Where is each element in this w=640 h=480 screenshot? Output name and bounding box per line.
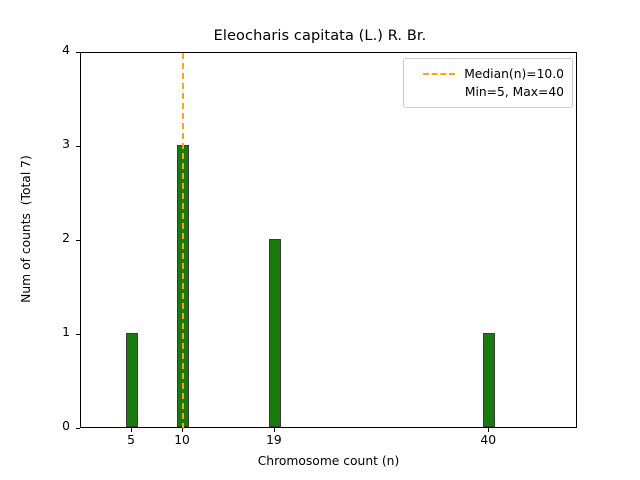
x-tick-label: 10 <box>174 433 190 447</box>
y-tick-mark <box>76 146 80 148</box>
bar <box>482 333 496 427</box>
legend-entry: Min=5, Max=40 <box>410 83 564 101</box>
legend-swatch-dashed-line-icon <box>423 73 456 75</box>
plot-area <box>80 52 577 429</box>
y-tick-label: 4 <box>62 43 70 57</box>
y-tick-label: 0 <box>62 419 70 433</box>
x-axis-label: Chromosome count (n) <box>257 454 400 468</box>
legend-label: Median(n)=10.0 <box>464 67 564 81</box>
x-tick-label: 40 <box>480 433 497 447</box>
bar <box>268 239 282 427</box>
y-tick-mark <box>76 240 80 242</box>
y-tick-mark <box>76 428 80 430</box>
x-tick-mark <box>131 428 133 432</box>
y-tick-label: 2 <box>62 231 70 245</box>
median-line-layer <box>81 53 576 429</box>
x-tick-mark <box>273 428 276 432</box>
y-tick-mark <box>76 52 80 54</box>
x-tick-label: 5 <box>127 433 135 447</box>
median-line <box>181 53 184 429</box>
y-tick-label: 1 <box>62 325 70 339</box>
legend-label: Min=5, Max=40 <box>464 85 564 99</box>
y-tick-mark <box>76 334 80 336</box>
bar <box>125 333 139 427</box>
x-tick-label: 19 <box>266 433 282 447</box>
chart-title: Eleocharis capitata (L.) R. Br. <box>213 28 427 44</box>
x-tick-mark <box>488 428 490 432</box>
y-tick-label: 3 <box>62 137 70 151</box>
y-axis-label: Num of counts (Total 7) <box>19 155 33 303</box>
x-tick-mark <box>182 428 184 432</box>
legend-entry: Median(n)=10.0 <box>410 65 564 83</box>
chart-legend: Median(n)=10.0 Min=5, Max=40 <box>403 58 573 108</box>
